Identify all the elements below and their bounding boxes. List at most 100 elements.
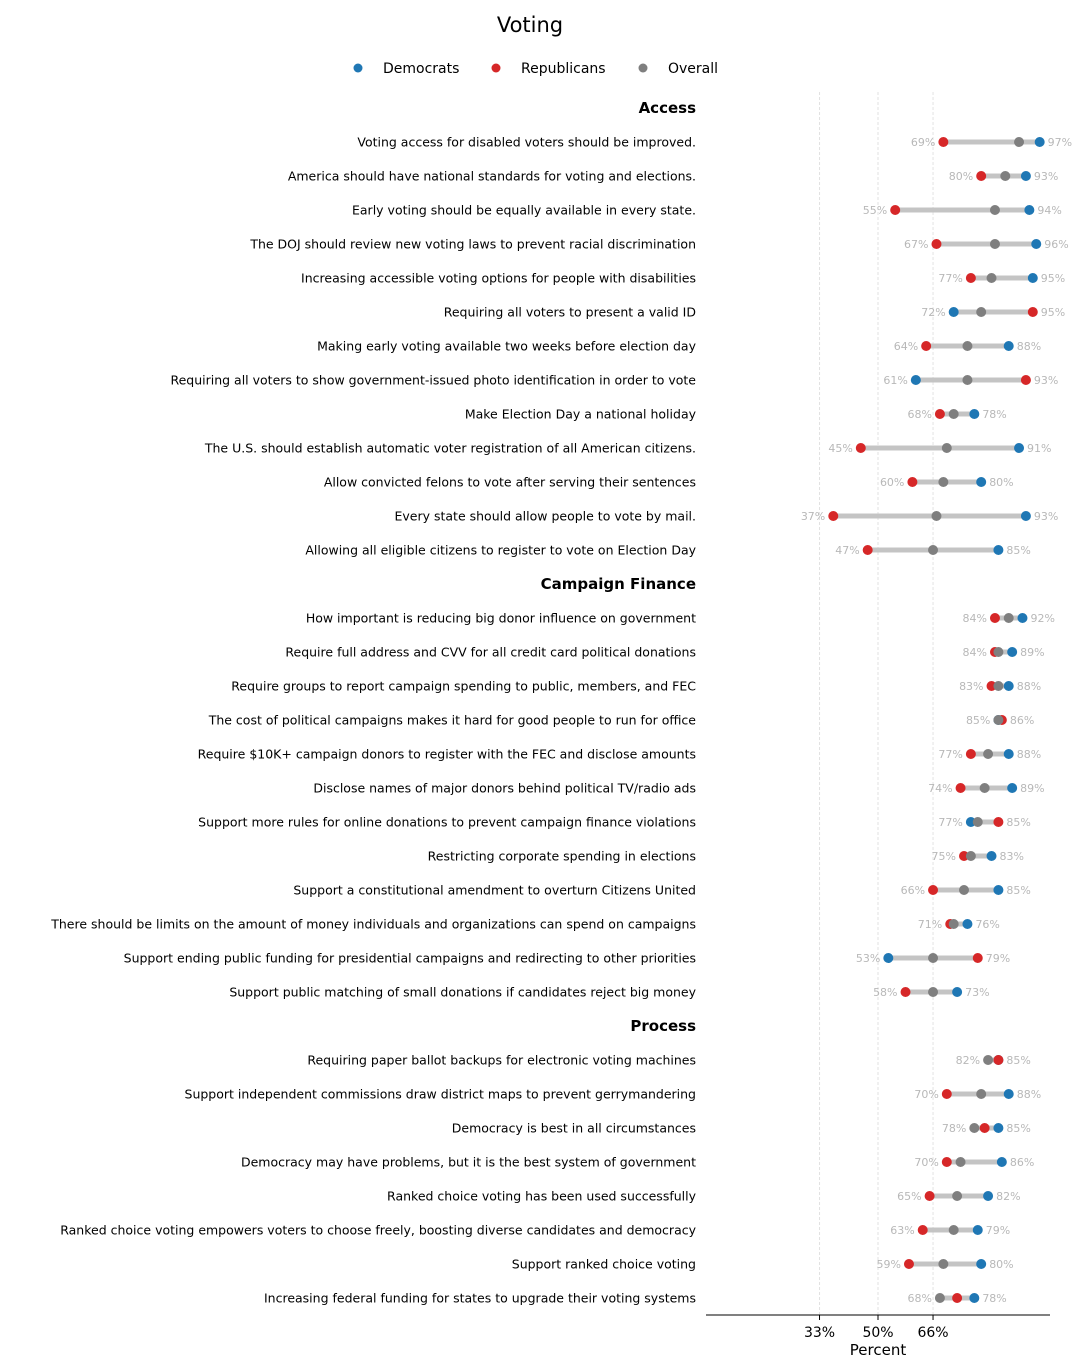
dot-republicans — [931, 239, 942, 249]
dot-republicans — [941, 1089, 952, 1099]
max-value-label: 93% — [1034, 170, 1058, 183]
dot-democrats — [962, 919, 973, 929]
legend-label-democrats: Democrats — [383, 61, 459, 77]
dot-democrats — [948, 307, 959, 317]
dot-overall — [959, 885, 969, 895]
min-value-label: 63% — [890, 1224, 914, 1237]
max-value-label: 85% — [1006, 884, 1030, 897]
max-value-label: 94% — [1037, 204, 1061, 217]
category-label: Support more rules for online donations … — [198, 815, 696, 830]
min-value-label: 72% — [921, 306, 945, 319]
category-label: Early voting should be equally available… — [352, 203, 696, 218]
dot-democrats — [965, 817, 976, 827]
chart-title: Voting — [497, 13, 563, 37]
chart-row: Make Election Day a national holiday 68% 7… — [465, 407, 1007, 422]
min-value-label: 77% — [938, 816, 962, 829]
max-value-label: 89% — [1020, 646, 1044, 659]
category-label: Voting access for disabled voters should… — [357, 135, 696, 150]
dot-republicans — [890, 205, 901, 215]
dot-republicans — [855, 443, 866, 453]
min-value-label: 59% — [877, 1258, 901, 1271]
dot-democrats — [1020, 171, 1031, 181]
max-value-label: 91% — [1027, 442, 1051, 455]
chart-row: There should be limits on the amount of … — [50, 917, 1000, 932]
category-label: Requiring paper ballot backups for elect… — [307, 1053, 696, 1068]
min-value-label: 53% — [856, 952, 880, 965]
category-label: Disclose names of major donors behind po… — [313, 781, 696, 796]
dot-overall — [938, 1259, 949, 1269]
dot-democrats — [1003, 681, 1014, 691]
min-value-label: 47% — [835, 544, 859, 557]
max-value-label: 93% — [1034, 374, 1058, 387]
dot-republicans — [862, 545, 873, 555]
chart-row: Requiring paper ballot backups for elect… — [307, 1053, 1031, 1068]
max-value-label: 88% — [1017, 680, 1041, 693]
min-value-label: 68% — [907, 1292, 931, 1305]
legend-item-overall[interactable]: Overall — [638, 61, 719, 77]
category-label: Support public matching of small donatio… — [229, 985, 696, 1000]
chart-row: Requiring all voters to show government-… — [170, 373, 1058, 388]
chart-row: Ranked choice voting empowers voters to … — [60, 1223, 1010, 1238]
dot-republicans — [938, 137, 949, 147]
category-label: Allowing all eligible citizens to regist… — [305, 543, 696, 558]
dot-overall — [979, 783, 990, 793]
chart-row: Support a constitutional amendment to ov… — [293, 883, 1030, 898]
legend-item-republicans[interactable]: Republicans — [491, 61, 606, 77]
section-header: Campaign Finance — [541, 575, 696, 593]
max-value-label: 85% — [1006, 544, 1030, 557]
min-value-label: 70% — [914, 1088, 938, 1101]
dot-republicans — [924, 1191, 935, 1201]
dot-republicans — [907, 477, 918, 487]
min-value-label: 69% — [911, 136, 935, 149]
x-tick-label: 33% — [804, 1325, 835, 1341]
max-value-label: 85% — [1006, 1054, 1030, 1067]
min-value-label: 45% — [828, 442, 852, 455]
dot-overall — [948, 409, 959, 419]
dot-republicans — [928, 885, 939, 895]
legend-item-democrats[interactable]: Democrats — [353, 61, 460, 77]
min-value-label: 84% — [963, 612, 987, 625]
category-label: The DOJ should review new voting laws to… — [249, 237, 696, 252]
max-value-label: 80% — [989, 476, 1013, 489]
dot-republicans — [900, 987, 911, 997]
min-value-label: 68% — [907, 408, 931, 421]
dot-republicans — [993, 1055, 1004, 1065]
dot-overall — [965, 851, 976, 861]
category-label: The U.S. should establish automatic vote… — [204, 441, 696, 456]
dot-overall — [1003, 613, 1014, 623]
section-header: Process — [630, 1017, 696, 1035]
chart-row: Making early voting available two weeks … — [317, 339, 1041, 354]
dot-democrats — [1003, 749, 1014, 759]
max-value-label: 95% — [1041, 272, 1065, 285]
chart-row: Require $10K+ campaign donors to registe… — [198, 747, 1042, 762]
dot-democrats — [1003, 341, 1014, 351]
dot-overall — [928, 545, 939, 555]
dot-democrats — [1024, 205, 1035, 215]
legend: Democrats Republicans Overall — [353, 61, 719, 77]
dot-republicans — [1020, 375, 1031, 385]
gridlines — [819, 92, 934, 1315]
dot-democrats — [969, 409, 980, 419]
chart-row: Every state should allow people to vote … — [394, 509, 1058, 524]
dot-overall — [983, 1055, 994, 1065]
dot-overall — [1014, 137, 1025, 147]
category-label: Making early voting available two weeks … — [317, 339, 696, 354]
chart-row: Support ranked choice voting 59% 80% — [512, 1257, 1014, 1272]
dot-democrats — [1027, 273, 1038, 283]
dot-democrats — [1020, 511, 1031, 521]
dot-democrats — [1034, 137, 1045, 147]
category-label: Require $10K+ campaign donors to registe… — [198, 747, 696, 762]
chart-row: Support public matching of small donatio… — [229, 985, 989, 1000]
min-value-label: 66% — [901, 884, 925, 897]
dot-republicans — [952, 1293, 963, 1303]
dot-democrats — [1007, 783, 1018, 793]
section-header: Access — [639, 99, 696, 117]
dot-overall — [962, 341, 973, 351]
category-label: Require groups to report campaign spendi… — [231, 679, 696, 694]
dot-overall — [941, 443, 952, 453]
chart-row: Early voting should be equally available… — [352, 203, 1062, 218]
max-value-label: 96% — [1044, 238, 1068, 251]
min-value-label: 60% — [880, 476, 904, 489]
chart-row: The U.S. should establish automatic vote… — [204, 441, 1052, 456]
